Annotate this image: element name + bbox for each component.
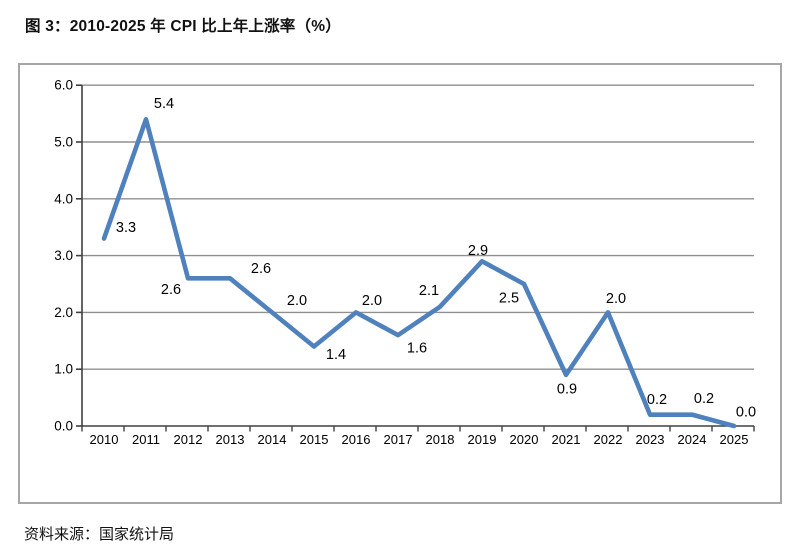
data-label: 2.6 [251, 261, 271, 277]
data-label: 2.0 [287, 293, 307, 309]
x-tick-label: 2017 [384, 432, 413, 447]
source-note: 资料来源：国家统计局 [24, 526, 175, 543]
cpi-series-line [101, 116, 737, 429]
y-tick-label: 1.0 [54, 362, 73, 377]
y-tick-label: 2.0 [54, 305, 73, 320]
x-tick-label: 2024 [678, 432, 707, 447]
y-tick-label: 3.0 [54, 248, 73, 263]
x-tick-label: 2011 [132, 432, 160, 447]
x-tick-label: 2010 [90, 432, 119, 447]
chart-frame: 0.0 1.0 2.0 3.0 4.0 5.0 6.0 2010 2011 2012 2013 201… [18, 63, 782, 504]
y-tick-label: 0.0 [54, 419, 73, 434]
data-label: 1.4 [326, 347, 346, 363]
data-label: 2.0 [606, 291, 626, 307]
x-tick-label: 2023 [636, 432, 665, 447]
x-tick-label: 2015 [300, 432, 329, 447]
y-tick-label: 6.0 [54, 78, 73, 93]
cpi-line-chart: 0.0 1.0 2.0 3.0 4.0 5.0 6.0 2010 2011 2012 2013 201… [54, 78, 756, 447]
x-tick-label: 2019 [468, 432, 497, 447]
data-label: 0.2 [647, 392, 667, 408]
data-label: 1.6 [407, 341, 427, 357]
y-tick-label: 5.0 [54, 135, 73, 150]
chart-title: 图 3：2010-2025 年 CPI 比上年上涨率（%） [25, 18, 341, 35]
x-tick-label: 2014 [258, 432, 287, 447]
data-label: 0.0 [736, 405, 756, 421]
x-tick-label: 2013 [216, 432, 245, 447]
data-label: 0.2 [694, 391, 714, 407]
x-tick-label: 2016 [342, 432, 371, 447]
data-label: 0.9 [557, 381, 577, 397]
data-label: 2.0 [362, 293, 382, 309]
x-tick-label: 2018 [426, 432, 455, 447]
x-tick-label: 2012 [174, 432, 203, 447]
data-label: 2.6 [161, 282, 181, 298]
x-tick-label: 2025 [720, 432, 749, 447]
data-label: 5.4 [154, 96, 174, 112]
data-label: 2.9 [468, 243, 488, 259]
data-label: 3.3 [116, 220, 136, 236]
x-tick-label: 2020 [510, 432, 539, 447]
data-label: 2.5 [499, 291, 519, 307]
x-tick-label: 2021 [552, 432, 581, 447]
data-label: 2.1 [419, 283, 439, 299]
y-tick-label: 4.0 [54, 191, 73, 206]
x-tick-label: 2022 [594, 432, 623, 447]
